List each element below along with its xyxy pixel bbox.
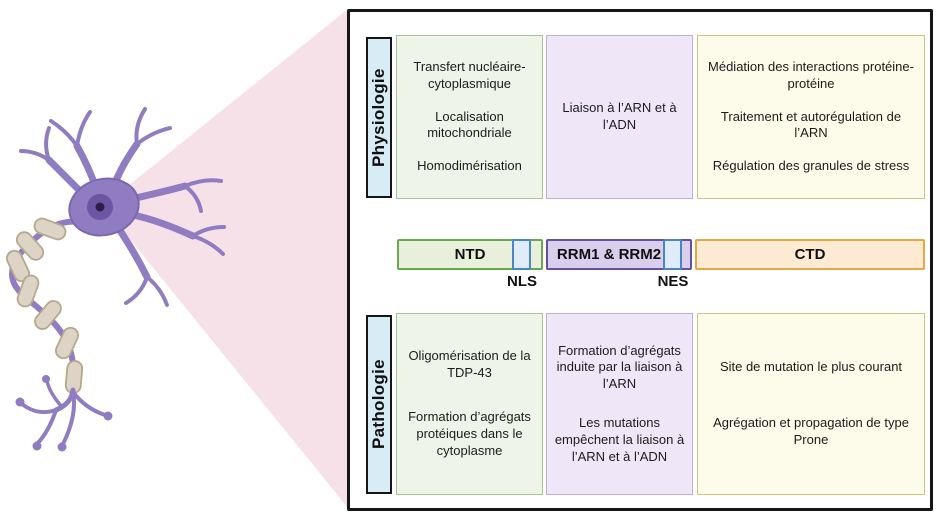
pathology-rrm-cell: Formation d’agrégats induite par la liai… bbox=[546, 313, 693, 495]
physiology-ntd-cell: Transfert nucléaire-cytoplasmique Locali… bbox=[396, 35, 543, 199]
physiology-ctd-item: Régulation des granules de stress bbox=[712, 158, 910, 174]
pathology-ntd-item: Formation d’agrégats protéiques dans le … bbox=[408, 409, 531, 458]
ctd-domain-segment: CTD bbox=[695, 239, 925, 270]
myelin-sheath bbox=[6, 217, 84, 394]
nes-label: NES bbox=[657, 273, 689, 290]
neuron-nucleolus bbox=[95, 202, 105, 212]
physiology-ntd-item: Localisation mitochondriale bbox=[427, 108, 512, 141]
physiology-ctd-item: Traitement et autorégulation de l’ARN bbox=[720, 108, 902, 141]
physiology-ctd-item: Médiation des interactions protéine-prot… bbox=[708, 58, 914, 91]
pathology-rrm-item: Formation d’agrégats induite par la liai… bbox=[556, 342, 683, 392]
physiology-ctd-cell: Médiation des interactions protéine-prot… bbox=[697, 35, 925, 199]
pathology-ntd-item: Oligomérisation de la TDP-43 bbox=[408, 348, 531, 381]
pathology-ctd-item: Site de mutation le plus courant bbox=[719, 359, 903, 375]
physiology-row-label: Physiologie bbox=[366, 37, 392, 198]
nls-domain-segment bbox=[512, 239, 531, 270]
pathology-rrm-item: Les mutations empêchent la liaison à l’A… bbox=[554, 414, 685, 464]
nes-domain-segment bbox=[663, 239, 682, 270]
zoom-beam-shape bbox=[103, 9, 348, 508]
physiology-ntd-item: Homodimérisation bbox=[417, 158, 522, 174]
physiology-rrm-item: Liaison à l’ARN et à l’ADN bbox=[562, 100, 677, 132]
pathology-ntd-cell: Oligomérisation de la TDP-43 Formation d… bbox=[396, 313, 543, 495]
physiology-ntd-item: Transfert nucléaire-cytoplasmique bbox=[413, 58, 526, 91]
pathology-ctd-item: Agrégation et propagation de type Prone bbox=[713, 414, 909, 447]
neuron-soma bbox=[68, 177, 140, 237]
pathology-ctd-cell: Site de mutation le plus courant Agrégat… bbox=[697, 313, 925, 495]
pathology-row-label: Pathologie bbox=[366, 315, 392, 494]
physiology-rrm-cell: Liaison à l’ARN et à l’ADN bbox=[546, 35, 693, 199]
axon-terminals bbox=[20, 379, 107, 446]
axon-terminal-bulbs bbox=[15, 375, 113, 452]
tdp43-diagram-panel: Physiologie Transfert nucléaire-cytoplas… bbox=[347, 9, 933, 511]
nls-label: NLS bbox=[507, 273, 537, 290]
